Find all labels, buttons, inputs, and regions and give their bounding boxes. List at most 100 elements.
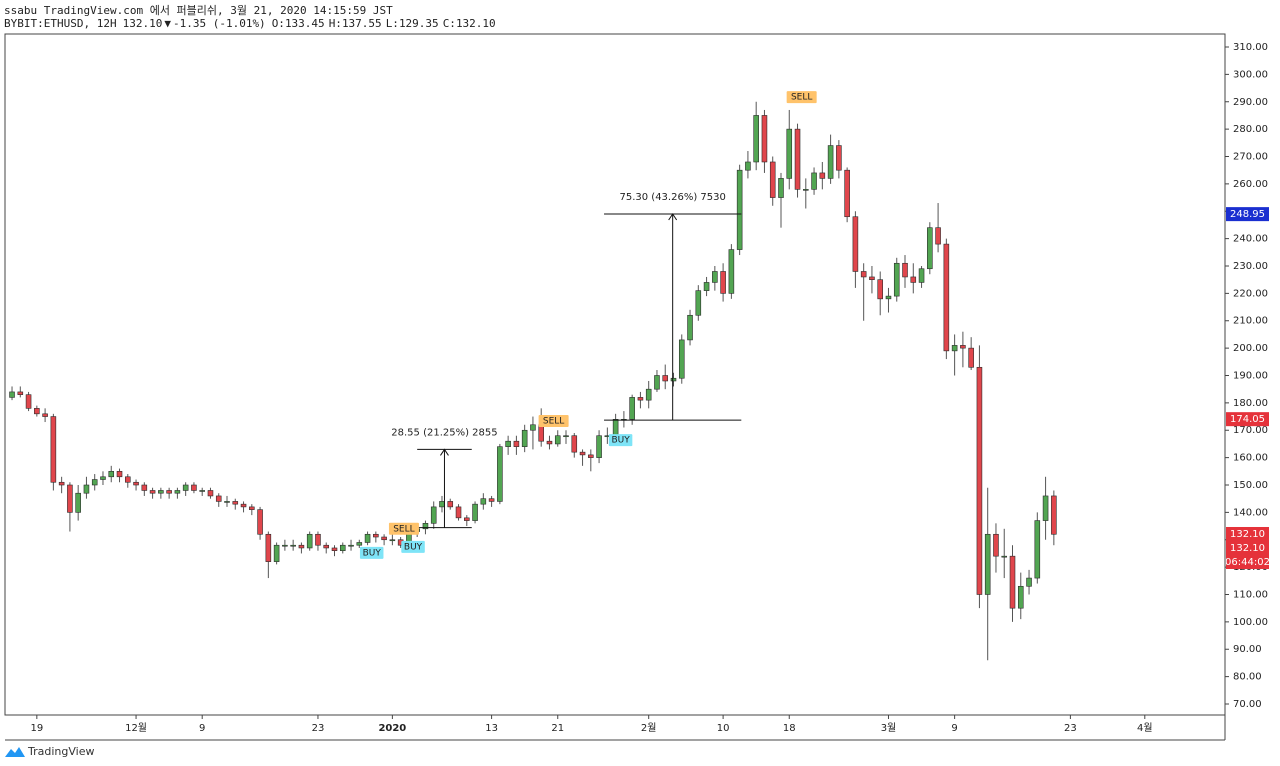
candle-body <box>116 471 123 478</box>
x-tick-label: 3월 <box>881 722 897 734</box>
candle-body <box>1034 520 1041 579</box>
candle-body <box>860 271 867 278</box>
y-tick-label: 310.00 <box>1233 42 1268 53</box>
candle-body <box>91 479 98 486</box>
candle-body <box>207 490 214 497</box>
header-text: ssabu TradingView.com 에서 퍼블리쉬, 3월 21, 20… <box>4 4 393 17</box>
candle-body <box>960 345 966 349</box>
y-tick-label: 180.00 <box>1233 398 1268 409</box>
candle-body <box>984 533 991 595</box>
y-tick-label: 100.00 <box>1233 617 1268 628</box>
candle-body <box>927 227 933 270</box>
candle-body <box>174 490 181 494</box>
candle-body <box>497 446 503 502</box>
candle-body <box>935 227 941 245</box>
candle-body <box>1009 555 1016 609</box>
x-tick-label: 19 <box>30 723 43 734</box>
candle-body <box>315 533 321 546</box>
candle-body <box>439 501 445 508</box>
candle-body <box>786 128 793 179</box>
candle-body <box>290 544 296 547</box>
candle-body <box>761 115 768 163</box>
logo-icon <box>5 747 25 757</box>
candle-body <box>588 454 594 458</box>
candle-body <box>108 471 115 478</box>
y-tick-label: 160.00 <box>1233 453 1268 464</box>
candle-body <box>703 282 710 291</box>
header-text: 133.45 <box>285 17 325 30</box>
candle-body <box>877 279 883 300</box>
candle-body <box>488 498 495 502</box>
candle-body <box>199 490 205 492</box>
signal-box <box>608 434 633 447</box>
candle-body <box>232 501 239 505</box>
candle-body <box>554 435 561 445</box>
measure-arrowhead <box>440 448 449 456</box>
candle-body <box>265 533 272 562</box>
y-tick-label: 70.00 <box>1233 699 1262 710</box>
candle-body <box>538 424 544 442</box>
signal-box <box>538 414 569 427</box>
candle-body <box>844 169 850 218</box>
candle-body <box>612 418 619 437</box>
header-text: -1.35 (-1.01%) <box>173 17 266 30</box>
candle-body <box>530 424 536 431</box>
y-tick-label: 190.00 <box>1233 370 1268 381</box>
candle-body <box>695 290 702 316</box>
candle-body <box>1051 495 1057 535</box>
candle-body <box>364 533 371 543</box>
y-tick-label: 280.00 <box>1233 124 1268 135</box>
candle-body <box>339 544 346 551</box>
candle-body <box>819 172 826 179</box>
signal-label: BUY <box>404 542 423 552</box>
x-tick-label: 9 <box>951 723 957 734</box>
candle-body <box>67 484 73 513</box>
candle-body <box>943 243 950 352</box>
measure-arrowhead <box>668 213 678 221</box>
candle-body <box>728 249 735 294</box>
header-text: L: <box>386 17 399 30</box>
price-label: 132.10 <box>1230 529 1265 540</box>
candle-body <box>678 339 685 379</box>
y-tick-label: 150.00 <box>1233 480 1268 491</box>
price-label-box <box>1226 412 1269 427</box>
candle-body <box>720 271 726 294</box>
candle-body <box>100 476 106 480</box>
candle-body <box>430 506 437 524</box>
price-label-box <box>1226 540 1269 555</box>
candle-body <box>803 189 809 191</box>
x-tick-label: 2020 <box>378 723 406 734</box>
candle-body <box>191 484 197 491</box>
candle-body <box>323 544 330 549</box>
candle-body <box>505 440 511 447</box>
logo[interactable]: TradingView <box>5 745 94 758</box>
candle-body <box>273 544 280 562</box>
candle-body <box>827 145 834 179</box>
x-tick-label: 12월 <box>125 722 147 734</box>
candle-body <box>249 506 255 510</box>
candle-body <box>976 366 983 595</box>
x-tick-label: 21 <box>551 723 564 734</box>
price-label-box <box>1226 526 1269 541</box>
candle-body <box>910 276 917 283</box>
y-tick-label: 270.00 <box>1233 152 1268 163</box>
y-tick-label: 230.00 <box>1233 261 1268 272</box>
price-label: 174.05 <box>1230 414 1265 425</box>
y-tick-label: 170.00 <box>1233 425 1268 436</box>
y-tick-label: 240.00 <box>1233 234 1268 245</box>
x-tick-label: 4월 <box>1137 722 1153 734</box>
x-tick-label: 9 <box>199 723 205 734</box>
candle-body <box>447 501 454 508</box>
candle-body <box>1017 585 1024 609</box>
header-text: C: <box>443 17 456 30</box>
candle-body <box>306 533 313 549</box>
candle-body <box>75 492 81 513</box>
candle-body <box>158 490 164 494</box>
candle-body <box>670 377 677 382</box>
candle-body <box>662 375 669 382</box>
candle-body <box>893 262 900 297</box>
header-text: 129.35 <box>399 17 439 30</box>
candle-body <box>58 481 65 486</box>
y-tick-label: 200.00 <box>1233 343 1268 354</box>
candle-body <box>778 178 784 198</box>
